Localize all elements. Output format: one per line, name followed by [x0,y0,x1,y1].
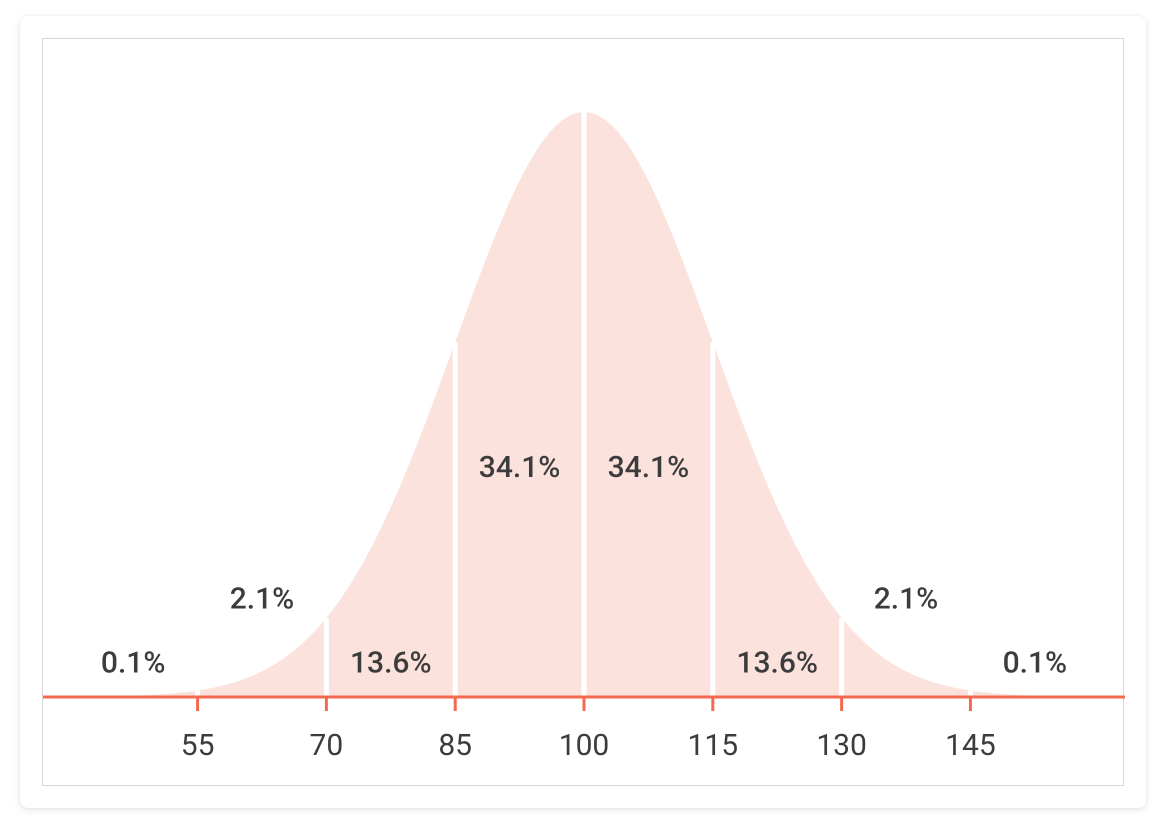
x-axis-label: 115 [688,728,739,763]
region-percentage-label: 13.6% [350,646,432,681]
region-percentage-label: 34.1% [479,450,561,485]
region-percentage-label: 13.6% [736,646,818,681]
page: 55 70 85 100 115 130 145 0.1% 2.1% 13.6% 34.1% 34.1… [0,0,1166,826]
region-percentage-label: 34.1% [608,450,690,485]
x-axis-label: 55 [181,728,215,763]
chart-frame: 55 70 85 100 115 130 145 0.1% 2.1% 13.6% 34.1% 34.1… [42,38,1124,786]
region-percentage-label: 2.1% [874,581,939,616]
region-percentage-label: 2.1% [230,581,295,616]
x-axis-label: 70 [310,728,344,763]
region-percentage-label: 0.1% [101,646,166,681]
normal-distribution-chart: 55 70 85 100 115 130 145 0.1% 2.1% 13.6% 34.1% 34.1… [43,39,1125,787]
x-axis-label: 85 [438,728,472,763]
x-axis-label: 130 [816,728,867,763]
x-axis-label: 145 [945,728,996,763]
chart-card: 55 70 85 100 115 130 145 0.1% 2.1% 13.6% 34.1% 34.1… [20,16,1146,808]
region-percentage-label: 0.1% [1003,646,1068,681]
x-axis-label: 100 [559,728,610,763]
